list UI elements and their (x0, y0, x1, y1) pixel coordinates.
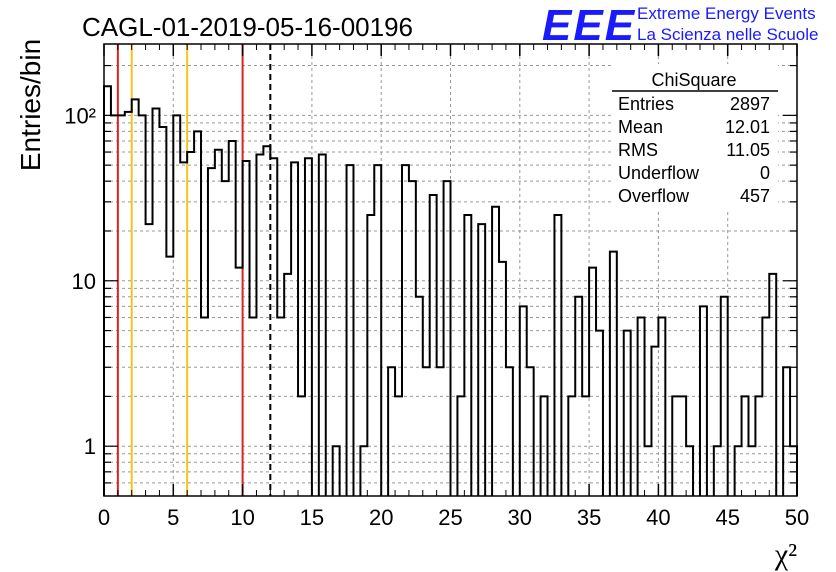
stats-title: ChiSquare (651, 70, 736, 90)
logo-line-1: Extreme Energy Events (637, 4, 816, 23)
x-axis-label: χ² (774, 538, 797, 571)
x-tick-label: 50 (785, 505, 809, 530)
x-tick-label: 30 (508, 505, 532, 530)
stats-box: ChiSquare Entries 2897 Mean 12.01 RMS 11.05 Un… (612, 64, 778, 209)
stats-label: RMS (618, 140, 658, 160)
stats-value: 457 (740, 186, 770, 206)
x-tick-label: 45 (715, 505, 739, 530)
x-tick-label: 20 (369, 505, 393, 530)
x-tick-label: 40 (646, 505, 670, 530)
stats-value: 12.01 (725, 117, 770, 137)
axis-ticks: 0 5 10 15 20 25 30 35 40 45 50 1 10 10² (64, 44, 809, 530)
chart-title: CAGL-01-2019-05-16-00196 (82, 12, 413, 42)
y-axis-label: Entries/bin (15, 39, 46, 171)
eee-logo-text: EEE (542, 1, 636, 50)
x-tick-label: 25 (438, 505, 462, 530)
stats-value: 0 (760, 163, 770, 183)
logo-line-2: La Scienza nelle Scuole (637, 25, 818, 44)
y-tick-label: 1 (84, 434, 96, 459)
x-tick-label: 0 (98, 505, 110, 530)
marker-lines (116, 44, 272, 496)
stats-value: 11.05 (726, 140, 770, 160)
x-tick-label: 5 (167, 505, 179, 530)
stats-label: Underflow (618, 163, 700, 183)
x-tick-label: 15 (300, 505, 324, 530)
histogram-outline (103, 85, 798, 496)
y-tick-label: 10 (72, 269, 96, 294)
eee-logo: EEE Extreme Energy Events La Scienza nel… (542, 1, 818, 50)
x-tick-label: 10 (230, 505, 254, 530)
stats-value: 2897 (730, 94, 770, 114)
x-tick-label: 35 (577, 505, 601, 530)
stats-label: Overflow (618, 186, 690, 206)
y-tick-label: 10² (64, 103, 96, 128)
stats-label: Entries (618, 94, 674, 114)
stats-label: Mean (618, 117, 663, 137)
